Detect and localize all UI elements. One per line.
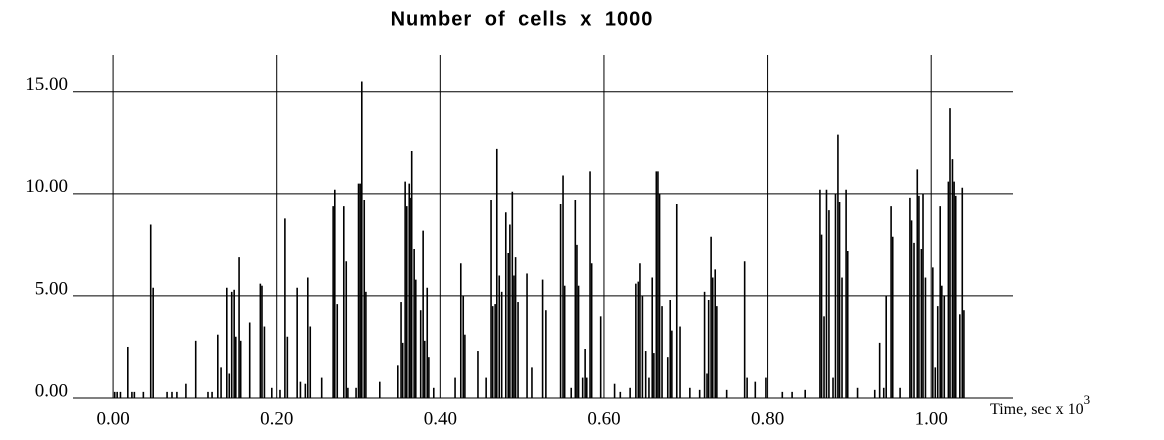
x-tick-label: 0.60 (587, 408, 620, 429)
x-tick-label: 0.80 (751, 408, 784, 429)
y-tick-label: 0.00 (35, 380, 68, 401)
x-tick-label: 0.00 (96, 408, 129, 429)
x-axis-label-exponent: 3 (1084, 392, 1091, 407)
chart-title: Number of cells x 1000 (391, 8, 654, 30)
x-tick-label: 1.00 (915, 408, 948, 429)
y-tick-label: 15.00 (25, 74, 68, 95)
x-axis-label: Time, sec x 103 (990, 392, 1090, 418)
y-tick-label: 5.00 (35, 278, 68, 299)
x-tick-label: 0.20 (260, 408, 293, 429)
x-axis-label-text: Time, sec x 10 (990, 401, 1084, 418)
y-tick-label: 10.00 (25, 176, 68, 197)
x-tick-label: 0.40 (424, 408, 457, 429)
